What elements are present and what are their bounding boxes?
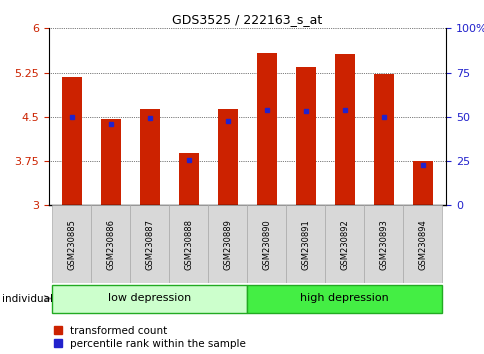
FancyBboxPatch shape xyxy=(403,205,441,283)
Text: GSM230894: GSM230894 xyxy=(417,219,426,270)
Bar xyxy=(179,153,198,205)
Title: GDS3525 / 222163_s_at: GDS3525 / 222163_s_at xyxy=(172,13,322,26)
FancyBboxPatch shape xyxy=(247,285,441,314)
Text: GSM230887: GSM230887 xyxy=(145,219,154,270)
Legend: transformed count, percentile rank within the sample: transformed count, percentile rank withi… xyxy=(54,326,246,349)
Text: GSM230893: GSM230893 xyxy=(378,219,388,270)
Text: low depression: low depression xyxy=(108,293,191,303)
Text: GSM230885: GSM230885 xyxy=(67,219,76,270)
Text: GSM230889: GSM230889 xyxy=(223,219,232,270)
Bar xyxy=(257,53,276,205)
FancyBboxPatch shape xyxy=(325,205,363,283)
Text: GSM230892: GSM230892 xyxy=(340,219,348,270)
Text: individual: individual xyxy=(2,294,53,304)
Bar xyxy=(140,109,159,205)
FancyBboxPatch shape xyxy=(52,205,91,283)
FancyBboxPatch shape xyxy=(52,285,247,314)
Text: GSM230886: GSM230886 xyxy=(106,219,115,270)
FancyBboxPatch shape xyxy=(247,205,286,283)
FancyBboxPatch shape xyxy=(91,205,130,283)
Bar xyxy=(218,109,237,205)
Bar xyxy=(412,161,432,205)
Bar xyxy=(62,77,81,205)
Bar xyxy=(334,54,354,205)
FancyBboxPatch shape xyxy=(286,205,325,283)
FancyBboxPatch shape xyxy=(130,205,169,283)
FancyBboxPatch shape xyxy=(208,205,247,283)
Bar xyxy=(373,74,393,205)
Text: GSM230888: GSM230888 xyxy=(184,219,193,270)
Bar xyxy=(101,119,121,205)
FancyBboxPatch shape xyxy=(363,205,403,283)
Text: high depression: high depression xyxy=(300,293,388,303)
Bar xyxy=(295,67,315,205)
Text: GSM230891: GSM230891 xyxy=(301,219,310,270)
Text: GSM230890: GSM230890 xyxy=(262,219,271,270)
FancyBboxPatch shape xyxy=(169,205,208,283)
